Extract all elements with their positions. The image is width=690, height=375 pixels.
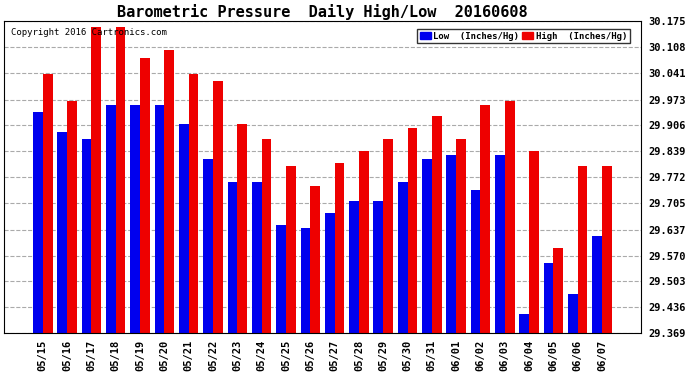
Text: Copyright 2016 Cartronics.com: Copyright 2016 Cartronics.com [10,28,166,37]
Title: Barometric Pressure  Daily High/Low  20160608: Barometric Pressure Daily High/Low 20160… [117,4,528,20]
Bar [480,105,490,333]
Bar [432,116,442,333]
Bar [43,74,52,333]
Bar [252,182,262,333]
Bar [544,263,553,333]
Bar [262,140,271,333]
Bar [446,155,456,333]
Bar [592,236,602,333]
Bar [529,151,539,333]
Bar [520,314,529,333]
Bar [155,105,164,333]
Bar [495,155,505,333]
Bar [81,140,92,333]
Bar [602,166,612,333]
Bar [228,182,237,333]
Bar [116,27,126,333]
Bar [335,163,344,333]
Bar [422,159,432,333]
Bar [408,128,417,333]
Bar [568,294,578,333]
Bar [140,58,150,333]
Bar [359,151,368,333]
Bar [164,50,174,333]
Bar [373,201,383,333]
Bar [301,228,310,333]
Bar [106,105,116,333]
Bar [33,112,43,333]
Bar [325,213,335,333]
Bar [456,140,466,333]
Bar [179,124,188,333]
Bar [67,101,77,333]
Bar [505,101,515,333]
Bar [130,105,140,333]
Legend: Low  (Inches/Hg), High  (Inches/Hg): Low (Inches/Hg), High (Inches/Hg) [417,29,630,44]
Bar [553,248,563,333]
Bar [471,190,480,333]
Bar [213,81,223,333]
Bar [578,166,587,333]
Bar [188,74,199,333]
Bar [237,124,247,333]
Bar [92,27,101,333]
Bar [383,140,393,333]
Bar [57,132,67,333]
Bar [310,186,320,333]
Bar [204,159,213,333]
Bar [398,182,408,333]
Bar [286,166,296,333]
Bar [349,201,359,333]
Bar [276,225,286,333]
